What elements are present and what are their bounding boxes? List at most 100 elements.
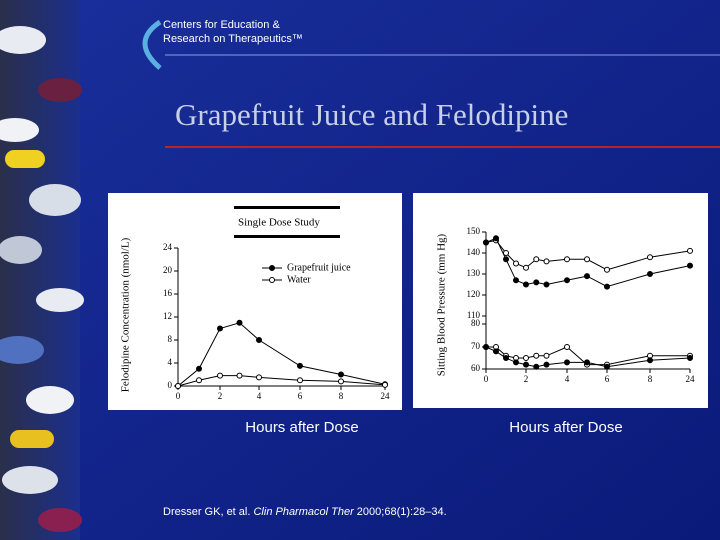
- x-axis-label: Hours after Dose: [245, 419, 358, 436]
- data-point: [196, 377, 202, 384]
- data-point: [647, 271, 653, 277]
- data-point: [584, 256, 590, 263]
- data-point: [503, 355, 509, 361]
- x-tick-label: 2: [524, 374, 529, 384]
- data-point: [513, 277, 519, 284]
- x-tick-label: 6: [298, 391, 303, 401]
- y-tick-label: 110: [467, 310, 481, 320]
- data-point: [604, 266, 610, 273]
- title-bar: [234, 206, 340, 209]
- data-point: [533, 363, 540, 370]
- data-point: [687, 355, 693, 361]
- y-tick-label: 8: [168, 334, 173, 344]
- header-line: Research on Therapeutics™: [163, 33, 303, 45]
- pill-strip: [0, 0, 84, 540]
- data-point: [297, 377, 303, 384]
- y-tick-label: 12: [163, 311, 172, 321]
- chart-title: Single Dose Study: [238, 217, 320, 229]
- x-tick-label: 8: [648, 374, 653, 384]
- data-point: [647, 254, 653, 261]
- series-line: [485, 237, 691, 288]
- legend-marker: [269, 277, 275, 283]
- data-point: [523, 281, 529, 288]
- citation-part: Dresser GK, et al.: [163, 506, 253, 518]
- x-tick-label: 4: [257, 391, 262, 401]
- x-tick-label: 2: [218, 391, 223, 401]
- header-line: Centers for Education &: [163, 19, 280, 31]
- data-point: [604, 283, 610, 290]
- y-tick-label: 150: [467, 226, 481, 236]
- title-bar: [234, 235, 340, 238]
- data-point: [687, 262, 693, 269]
- data-point: [523, 264, 529, 271]
- citation: Dresser GK, et al. Clin Pharmacol Ther 2…: [163, 506, 447, 518]
- data-point: [338, 371, 344, 378]
- slide-title: Grapefruit Juice and Felodipine: [175, 97, 568, 132]
- series-line: [177, 322, 386, 387]
- y-tick-label: 120: [467, 289, 481, 299]
- y-tick-label: 130: [467, 268, 481, 278]
- data-point: [564, 277, 570, 284]
- y-tick-label: 16: [163, 288, 173, 298]
- data-point: [543, 258, 550, 265]
- data-point: [175, 383, 181, 389]
- data-point: [493, 348, 499, 355]
- data-point: [584, 359, 590, 366]
- x-tick-label: 6: [605, 374, 610, 384]
- data-point: [256, 374, 262, 381]
- data-point: [513, 359, 519, 366]
- y-tick-label: 80: [471, 318, 481, 328]
- chart-panel: [413, 193, 708, 408]
- data-point: [533, 279, 540, 286]
- data-point: [533, 352, 540, 359]
- data-point: [513, 260, 519, 267]
- chart-panel: [108, 193, 402, 410]
- x-tick-label: 0: [176, 391, 181, 401]
- data-point: [236, 319, 243, 326]
- y-tick-label: 140: [467, 247, 481, 257]
- data-point: [543, 281, 550, 288]
- data-point: [196, 365, 202, 372]
- series-line: [177, 375, 386, 387]
- data-point: [297, 362, 303, 369]
- x-tick-label: 8: [339, 391, 344, 401]
- x-tick-label: 0: [484, 374, 489, 384]
- data-point: [338, 378, 344, 385]
- y-tick-label: 4: [168, 357, 173, 367]
- legend-label: Water: [287, 274, 311, 285]
- data-point: [533, 256, 540, 263]
- data-point: [564, 359, 570, 366]
- data-point: [256, 337, 262, 343]
- data-point: [687, 247, 693, 254]
- data-point: [217, 372, 223, 379]
- data-point: [543, 361, 550, 368]
- data-point: [483, 239, 489, 246]
- data-point: [503, 256, 509, 263]
- x-tick-label: 24: [381, 391, 391, 401]
- y-tick-label: 70: [471, 341, 481, 351]
- y-tick-label: 24: [163, 242, 173, 252]
- data-point: [523, 361, 529, 368]
- data-point: [217, 325, 223, 332]
- legend-marker: [269, 265, 275, 271]
- y-tick-label: 60: [471, 363, 481, 373]
- citation-part: Clin Pharmacol Ther: [253, 506, 355, 518]
- data-point: [483, 344, 489, 350]
- data-point: [236, 372, 243, 379]
- data-point: [493, 235, 499, 242]
- data-point: [564, 256, 570, 263]
- data-point: [564, 344, 570, 350]
- citation-part: 2000;68(1):28–34.: [354, 506, 447, 518]
- y-tick-label: 20: [163, 265, 173, 275]
- data-point: [604, 363, 610, 370]
- y-axis-label: Felodipine Concentration (nmol/L): [120, 237, 132, 392]
- logo-arc: [142, 19, 162, 70]
- x-axis-label: Hours after Dose: [509, 419, 622, 436]
- x-tick-label: 4: [565, 374, 570, 384]
- legend-label: Grapefruit juice: [287, 262, 351, 273]
- data-point: [523, 355, 529, 361]
- y-tick-label: 0: [168, 380, 173, 390]
- data-point: [584, 273, 590, 280]
- data-point: [382, 381, 388, 388]
